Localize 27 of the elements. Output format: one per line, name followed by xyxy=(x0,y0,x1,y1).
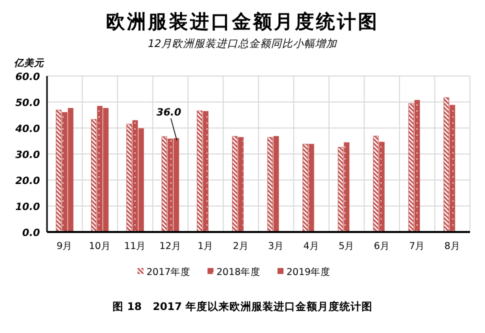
x-tick-label: 12月 xyxy=(159,241,182,252)
x-tick-label: 11月 xyxy=(124,241,146,252)
x-tick-label: 4月 xyxy=(303,241,320,252)
y-tick-label: 50.0 xyxy=(15,98,40,109)
x-tick-label: 8月 xyxy=(444,241,460,252)
y-axis-title: 亿美元 xyxy=(14,57,45,69)
x-tick-label: 10月 xyxy=(88,241,111,252)
data-label: 36.0 xyxy=(156,107,182,118)
x-tick-label: 1月 xyxy=(198,241,214,252)
y-tick-label: 60.0 xyxy=(15,72,40,83)
x-tick-label: 2月 xyxy=(232,241,249,252)
y-tick-label: 30.0 xyxy=(15,150,40,161)
x-tick-label: 9月 xyxy=(56,241,73,252)
caption: 图 18 2017 年度以来欧洲服装进口金额月度统计图 xyxy=(112,300,373,313)
chart-title: 欧洲服装进口金额月度统计图 xyxy=(106,11,379,33)
legend-label: 2018年度 xyxy=(216,266,261,278)
y-tick-label: 20.0 xyxy=(15,176,40,187)
x-tick-label: 6月 xyxy=(374,241,390,252)
y-tick-label: 0.0 xyxy=(22,228,40,239)
y-tick-label: 10.0 xyxy=(15,202,40,213)
legend-label: 2017年度 xyxy=(146,266,191,278)
x-tick-label: 5月 xyxy=(338,241,355,252)
y-tick-label: 40.0 xyxy=(14,124,40,135)
chart-subtitle: 12月欧洲服装进口总金额同比小幅增加 xyxy=(148,38,338,50)
legend-label: 2019年度 xyxy=(286,266,331,278)
x-tick-label: 7月 xyxy=(409,241,426,252)
x-tick-label: 3月 xyxy=(268,241,284,252)
